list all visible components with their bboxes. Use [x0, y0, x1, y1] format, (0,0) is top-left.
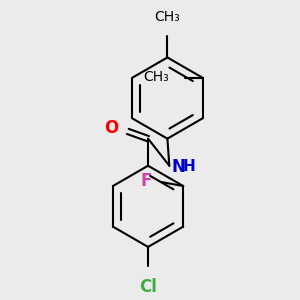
- Text: F: F: [141, 172, 152, 190]
- Text: H: H: [183, 159, 196, 174]
- Text: N: N: [171, 158, 185, 176]
- Text: CH₃: CH₃: [154, 10, 180, 24]
- Text: O: O: [104, 119, 118, 137]
- Text: CH₃: CH₃: [143, 70, 169, 84]
- Text: Cl: Cl: [139, 278, 157, 296]
